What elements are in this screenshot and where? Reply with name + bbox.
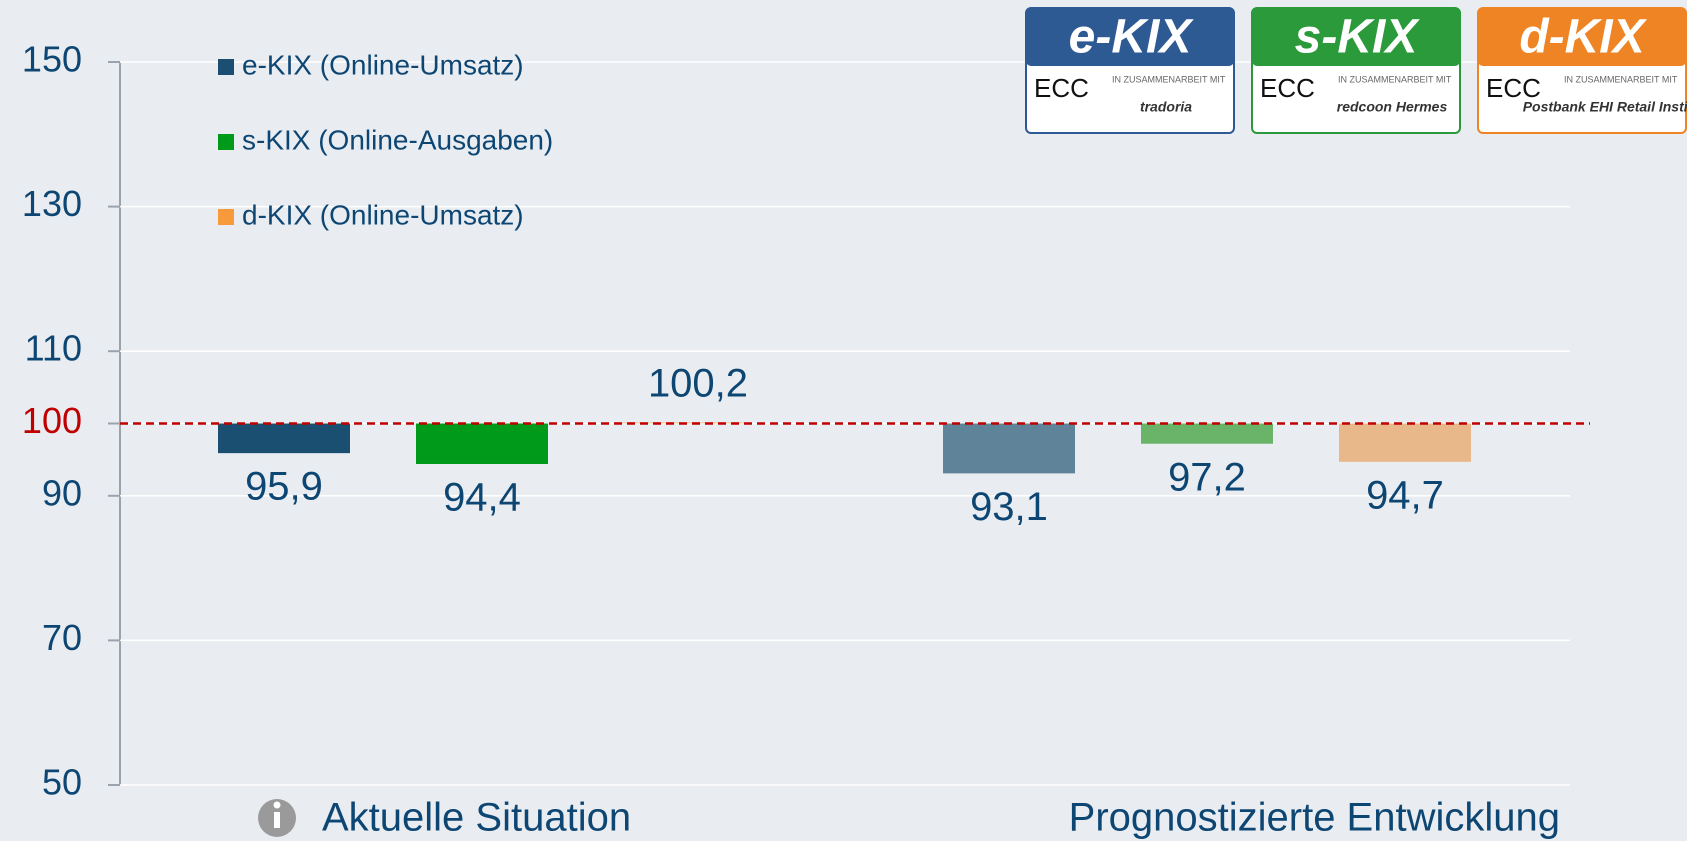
legend-swatch [218,134,234,150]
logo: e-KIX ECC IN ZUSAMMENARBEIT MIT tradoria [1025,7,1235,134]
legend-swatch [218,59,234,75]
logo-org: ECC [1486,73,1541,103]
logo-partner: redcoon Hermes [1337,99,1448,115]
legend-label: s-KIX (Online-Ausgaben) [242,124,553,155]
logo-title: d-KIX [1519,11,1647,64]
logo: d-KIX ECC IN ZUSAMMENARBEIT MIT Postbank EH… [1477,7,1687,134]
data-label: 97,2 [1168,455,1246,499]
legend-label: d-KIX (Online-Umsatz) [242,199,524,230]
logo-note: IN ZUSAMMENARBEIT MIT [1338,74,1452,84]
y-tick-label: 150 [22,39,82,80]
logo-header [1026,8,1234,66]
data-label: 94,7 [1366,473,1444,517]
legend-swatch [218,209,234,225]
y-tick-label: 130 [22,183,82,224]
legend-label: e-KIX (Online-Umsatz) [242,49,524,80]
logo-partner: Postbank EHI Retail Institute [1523,99,1687,115]
y-tick-label: 50 [42,762,82,803]
logo-header [1478,8,1686,66]
bar [1339,423,1471,462]
bar [943,423,1075,474]
logo-partner: tradoria [1140,99,1192,115]
y-tick-label: 110 [25,328,82,369]
info-icon [258,799,296,837]
category-label: Prognostizierte Entwicklung [1069,796,1560,840]
y-tick-label: 90 [42,472,82,513]
logo-header [1252,8,1460,66]
bar [416,423,548,464]
logo-title: s-KIX [1295,11,1421,64]
logo-org: ECC [1034,73,1089,103]
data-label: 95,9 [245,465,323,509]
data-label: 93,1 [970,485,1048,529]
logo-note: IN ZUSAMMENARBEIT MIT [1112,74,1226,84]
bar [1141,423,1273,444]
logo-org: ECC [1260,73,1315,103]
category-label: Aktuelle Situation [322,796,631,840]
data-label: 94,4 [443,476,521,520]
y-tick-label: 100 [22,400,82,441]
logo-title: e-KIX [1069,11,1195,64]
y-tick-label: 70 [42,617,82,658]
data-label: 100,2 [648,362,748,406]
logo-note: IN ZUSAMMENARBEIT MIT [1564,74,1678,84]
logo: s-KIX ECC IN ZUSAMMENARBEIT MIT redcoon Her… [1251,7,1461,134]
bar [218,423,350,454]
